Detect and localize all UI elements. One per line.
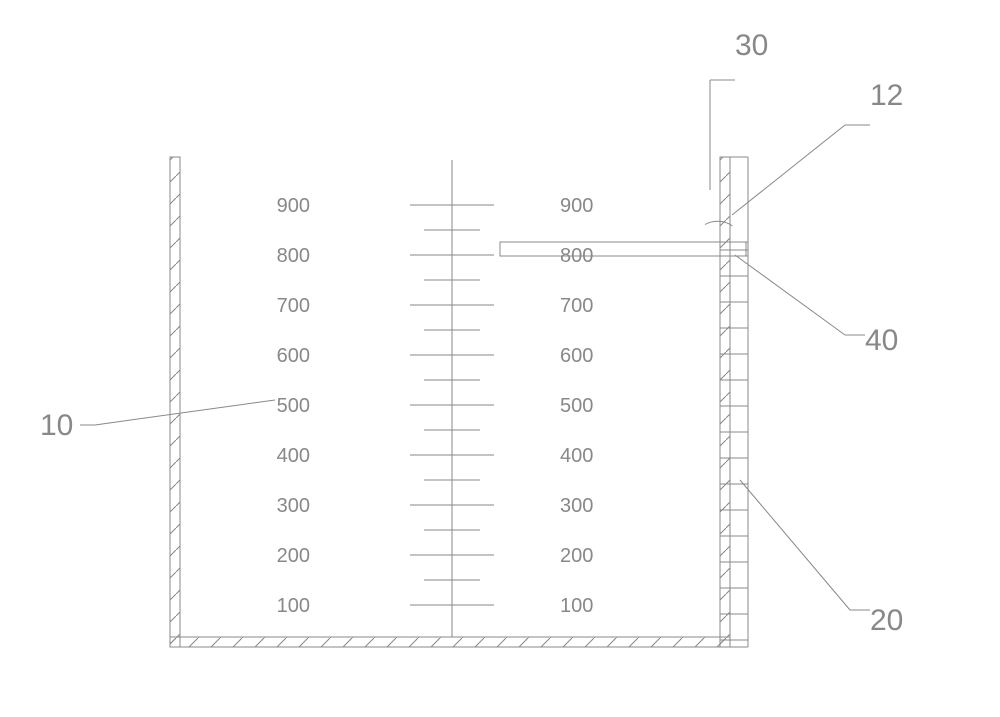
- scale-label: 700: [560, 295, 593, 317]
- scale-label: 400: [277, 445, 310, 467]
- callout-label: 20: [870, 604, 903, 637]
- callout-label: 30: [735, 29, 768, 62]
- scale-label: 600: [560, 345, 593, 367]
- scale-label: 900: [560, 195, 593, 217]
- scale-label: 200: [560, 545, 593, 567]
- scale-label: 300: [277, 495, 310, 517]
- scale-label: 700: [277, 295, 310, 317]
- scale-label: 400: [560, 445, 593, 467]
- scale-label: 600: [277, 345, 310, 367]
- scale-label: 200: [277, 545, 310, 567]
- callout-label: 10: [40, 409, 73, 442]
- scale-label: 900: [277, 195, 310, 217]
- scale-label: 300: [560, 495, 593, 517]
- scale-label: 100: [560, 595, 593, 617]
- scale-label: 100: [277, 595, 310, 617]
- scale-label: 500: [277, 395, 310, 417]
- callout-label: 40: [865, 324, 898, 357]
- callout-label: 12: [870, 79, 903, 112]
- scale-label: 800: [277, 245, 310, 267]
- scale-label: 500: [560, 395, 593, 417]
